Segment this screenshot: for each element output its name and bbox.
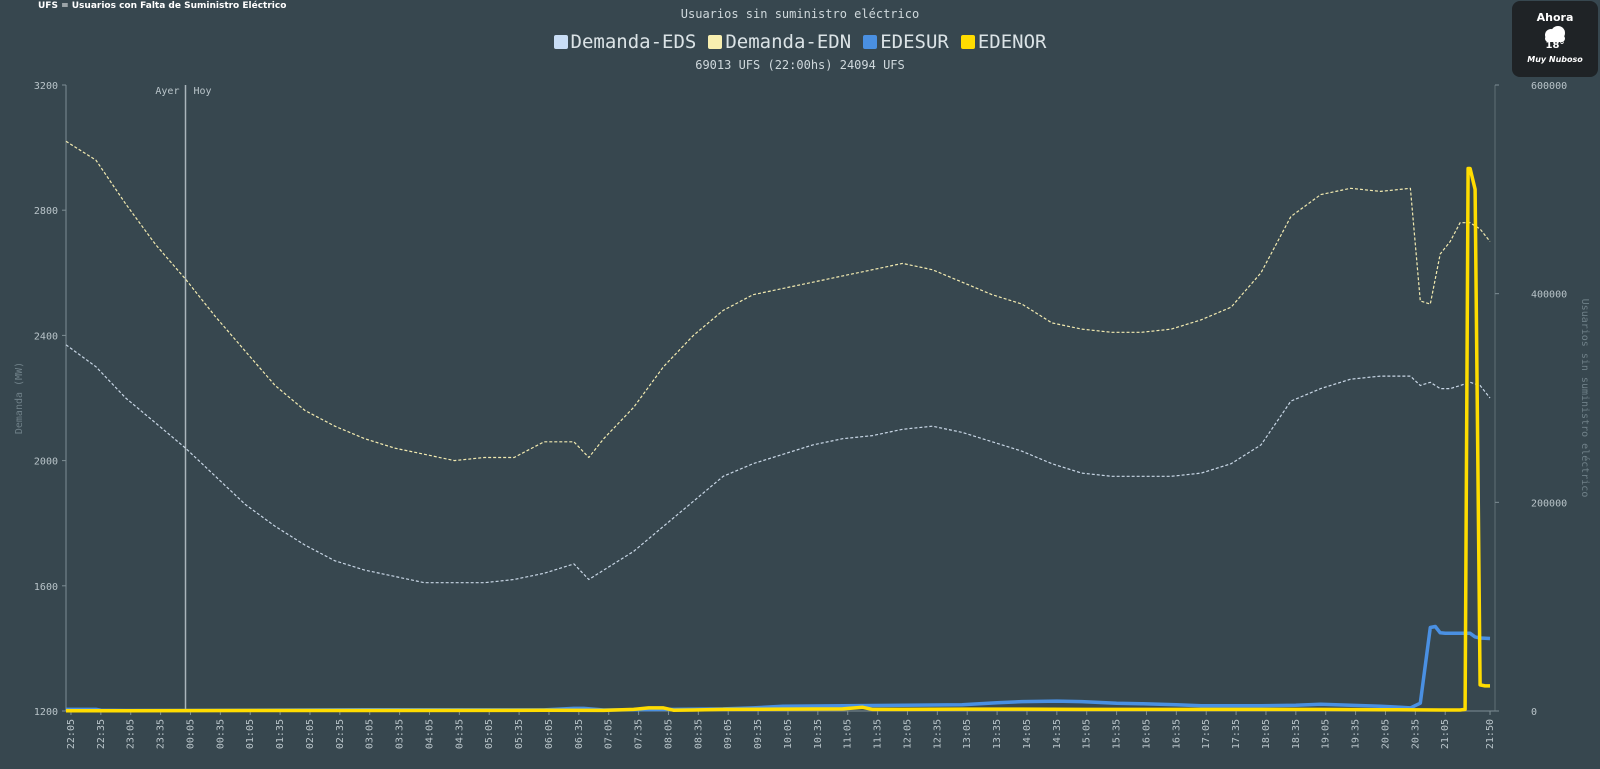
legend-item-edesur[interactable]: EDESUR <box>863 31 949 53</box>
x-tick-label: 05:05 <box>484 719 495 749</box>
x-tick-label: 21:05 <box>1440 719 1451 749</box>
legend-item-demanda-eds[interactable]: Demanda-EDS <box>553 31 697 53</box>
x-tick-label: 18:35 <box>1291 719 1302 749</box>
left-tick-label: 1600 <box>34 582 58 593</box>
x-tick-label: 15:05 <box>1082 719 1093 749</box>
right-tick-label: 0 <box>1531 707 1537 718</box>
x-tick-label: 20:35 <box>1410 719 1421 749</box>
legend-label-demanda-edn: Demanda-EDN <box>725 31 852 53</box>
x-tick-label: 07:05 <box>604 719 615 749</box>
x-tick-label: 05:35 <box>514 719 525 749</box>
x-tick-label: 17:05 <box>1201 719 1212 749</box>
legend-swatch-demanda-eds <box>553 35 568 49</box>
y-axis-right-title: Usuarios sin suministro eléctrico <box>1579 299 1591 498</box>
legend-swatch-demanda-edn <box>708 35 723 49</box>
x-tick-label: 18:05 <box>1261 719 1272 749</box>
right-tick-label: 400000 <box>1531 290 1567 301</box>
x-tick-label: 14:35 <box>1052 719 1063 749</box>
legend-swatch-edesur <box>863 35 878 49</box>
weather-temp: 18° <box>1545 40 1565 51</box>
right-tick-label: 600000 <box>1531 81 1567 92</box>
x-tick-label: 10:05 <box>783 719 794 749</box>
x-tick-label: 21:50 <box>1485 719 1496 749</box>
x-tick-label: 15:35 <box>1112 719 1123 749</box>
x-tick-label: 13:35 <box>992 719 1003 749</box>
x-tick-label: 23:35 <box>156 719 167 749</box>
legend-label-edenor: EDENOR <box>977 31 1047 53</box>
x-tick-label: 12:05 <box>902 719 913 749</box>
x-tick-label: 16:05 <box>1141 719 1152 749</box>
x-tick-label: 06:35 <box>574 719 585 749</box>
legend-item-edenor[interactable]: EDENOR <box>960 31 1047 53</box>
series-line-edenor <box>65 166 1490 713</box>
x-tick-label: 16:35 <box>1171 719 1182 749</box>
x-tick-label: 22:35 <box>96 719 107 749</box>
x-tick-label: 07:35 <box>634 719 645 749</box>
x-tick-label: 22:05 <box>66 719 77 749</box>
x-tick-label: 11:35 <box>873 719 884 749</box>
x-tick-label: 06:05 <box>544 719 555 749</box>
legend-label-demanda-eds: Demanda-EDS <box>570 31 697 53</box>
x-tick-label: 12:35 <box>932 719 943 749</box>
divider-label-ayer: Ayer <box>155 86 179 97</box>
left-tick-label: 2000 <box>34 457 58 468</box>
header-note: UFS = Usuarios con Falta de Suministro E… <box>38 1 287 11</box>
x-tick-label: 10:35 <box>813 719 824 749</box>
weather-desc: Muy Nuboso <box>1527 55 1583 64</box>
x-tick-label: 02:35 <box>335 719 346 749</box>
weather-widget: Ahora 18° Muy Nuboso <box>1512 1 1598 77</box>
x-tick-label: 19:35 <box>1351 719 1362 749</box>
x-tick-label: 03:05 <box>365 719 376 749</box>
x-tick-label: 13:05 <box>962 719 973 749</box>
x-tick-label: 19:05 <box>1321 719 1332 749</box>
x-tick-label: 11:05 <box>843 719 854 749</box>
chart-title: Usuarios sin suministro eléctrico <box>680 7 920 21</box>
x-tick-label: 00:05 <box>185 719 196 749</box>
x-tick-label: 01:05 <box>245 719 256 749</box>
x-tick-label: 14:05 <box>1022 719 1033 749</box>
series-line-edesur <box>66 624 1491 713</box>
left-tick-label: 2400 <box>34 331 58 342</box>
x-tick-label: 08:05 <box>663 719 674 749</box>
series-line-demanda-eds <box>65 344 1491 584</box>
chart-subtitle: 69013 UFS (22:00hs) 24094 UFS <box>695 58 905 72</box>
left-tick-label: 1200 <box>34 707 58 718</box>
left-tick-label: 2800 <box>34 206 58 217</box>
x-tick-label: 20:05 <box>1380 719 1391 749</box>
series-line-demanda-edn <box>65 140 1491 462</box>
left-tick-label: 3200 <box>34 81 58 92</box>
x-tick-label: 01:35 <box>275 719 286 749</box>
x-tick-label: 00:35 <box>215 719 226 749</box>
legend: Demanda-EDS Demanda-EDN EDESUR EDENOR <box>0 31 1600 53</box>
legend-item-demanda-edn[interactable]: Demanda-EDN <box>708 31 851 53</box>
y-axis-left-title: Demanda (MW) <box>14 362 25 434</box>
legend-swatch-edenor <box>960 35 975 49</box>
legend-label-edesur: EDESUR <box>880 31 949 53</box>
x-tick-label: 03:35 <box>395 719 406 749</box>
right-tick-label: 200000 <box>1531 498 1567 509</box>
x-tick-label: 08:35 <box>693 719 704 749</box>
x-tick-label: 09:35 <box>753 719 764 749</box>
x-tick-label: 02:05 <box>305 719 316 749</box>
weather-title: Ahora <box>1536 11 1574 24</box>
x-tick-label: 04:35 <box>454 719 465 749</box>
divider-label-hoy: Hoy <box>193 86 211 97</box>
x-tick-label: 17:35 <box>1231 719 1242 749</box>
x-tick-label: 09:05 <box>723 719 734 749</box>
cloud-icon <box>1545 26 1565 42</box>
x-tick-label: 23:05 <box>126 719 137 749</box>
x-tick-label: 04:05 <box>424 719 435 749</box>
